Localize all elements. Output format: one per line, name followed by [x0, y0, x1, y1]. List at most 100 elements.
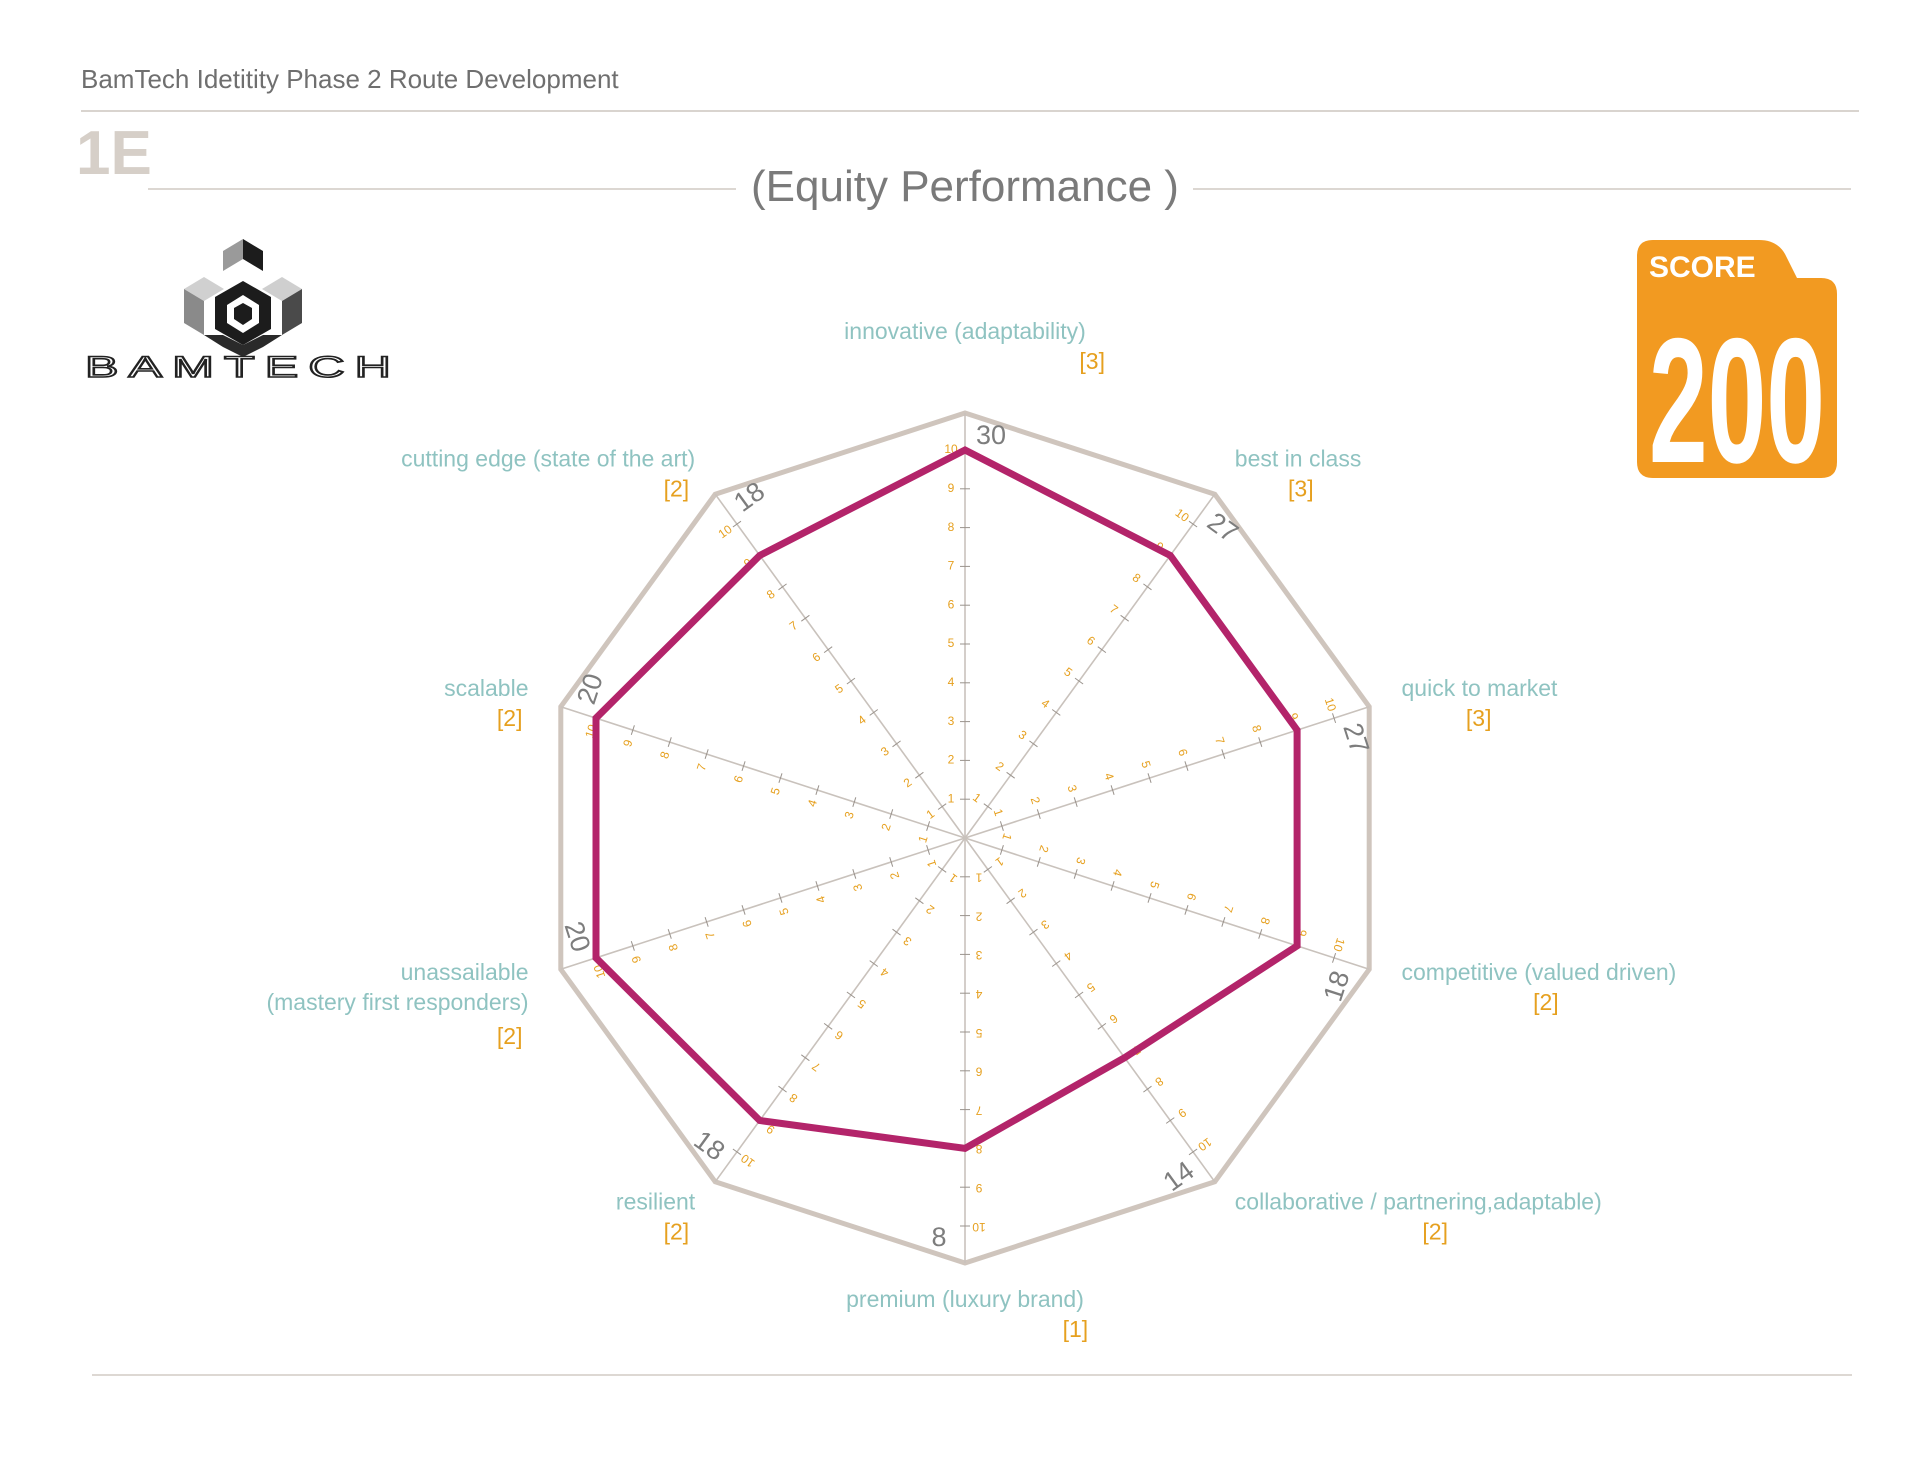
radar-axis-total: 27 — [1202, 506, 1244, 548]
radar-tick-mark — [1074, 677, 1084, 685]
radar-tick-mark — [1184, 905, 1189, 915]
radar-data-point — [1294, 727, 1301, 734]
radar-tick-mark — [1258, 737, 1263, 747]
radar-tick-label: 1 — [970, 790, 984, 805]
radar-tick-mark — [704, 749, 709, 759]
radar-tick-label: 8 — [1130, 570, 1144, 585]
radar-tick-mark — [815, 785, 820, 795]
radar-tick-mark — [1221, 749, 1226, 759]
radar-axis-weight: [2] — [664, 476, 690, 502]
radar-tick-mark — [999, 821, 1004, 831]
radar-spoke — [964, 705, 1370, 839]
radar-axis-total: 20 — [558, 918, 596, 956]
radar-tick-label: 10 — [972, 1220, 986, 1234]
radar-data-point — [756, 552, 763, 559]
radar-data-point — [593, 954, 599, 961]
radar-tick-mark — [1036, 857, 1041, 867]
radar-tick-mark — [869, 709, 879, 716]
radar-tick-label: 4 — [855, 712, 869, 727]
radar-tick-mark — [1332, 952, 1337, 963]
radar-tick-mark — [1006, 771, 1015, 779]
radar-tick-label: 7 — [975, 1103, 982, 1117]
radar-tick-label: 3 — [1038, 917, 1052, 932]
radar-axis-weight: [2] — [1533, 989, 1559, 1015]
radar-data-point — [756, 1117, 763, 1124]
radar-tick-mark — [892, 928, 901, 936]
radar-tick-label: 8 — [657, 750, 672, 761]
radar-tick-mark — [630, 941, 635, 951]
radar-tick-label: 3 — [948, 714, 955, 728]
radar-tick-label: 4 — [1061, 948, 1075, 963]
radar-tick-mark — [1110, 881, 1115, 891]
radar-axis-total: 8 — [931, 1222, 946, 1252]
radar-tick-mark — [999, 845, 1004, 855]
radar-tick-label: 5 — [768, 786, 783, 797]
radar-tick-label: 2 — [878, 821, 893, 832]
radar-tick-mark — [892, 740, 901, 748]
radar-tick-label: 1 — [993, 854, 1007, 869]
radar-tick-label: 5 — [855, 996, 869, 1011]
radar-tick-label: 2 — [948, 753, 955, 767]
radar-axis-weight: [2] — [497, 1023, 523, 1049]
radar-tick-label: 1 — [946, 870, 960, 885]
radar-tick-label: 4 — [805, 798, 820, 809]
radar-axes — [560, 413, 1370, 1263]
radar-tick-mark — [1147, 773, 1152, 783]
radar-tick-mark — [1120, 614, 1129, 622]
radar-spoke — [964, 493, 1216, 839]
radar-data-point — [962, 1145, 968, 1152]
radar-tick-label: 3 — [1016, 727, 1030, 742]
bamtech-logo: BAMTECH — [85, 239, 396, 385]
radar-tick-label: 9 — [975, 1181, 982, 1195]
radar-tick-mark — [1051, 960, 1061, 967]
radar-axis-weight: [3] — [1288, 476, 1314, 502]
radar-tick-label: 1 — [948, 791, 955, 805]
radar-tick-label: 5 — [1061, 665, 1075, 680]
radar-tick-mark — [1051, 709, 1061, 716]
radar-tick-label: 6 — [832, 1027, 846, 1042]
radar-tick-mark — [1073, 869, 1078, 879]
radar-tick-mark — [1188, 1148, 1198, 1156]
radar-tick-label: 6 — [739, 918, 754, 929]
radar-tick-label: 7 — [1107, 602, 1121, 617]
radar-tick-label: 3 — [850, 882, 865, 893]
radar-profile — [592, 446, 1301, 1153]
radar-tick-label: 8 — [975, 1142, 982, 1156]
radar-tick-mark — [846, 991, 856, 999]
radar-tick-label: 2 — [1036, 844, 1051, 855]
radar-tick-label: 2 — [975, 909, 982, 923]
radar-tick-label: 3 — [878, 744, 892, 759]
radar-tick-label: 6 — [1107, 1011, 1121, 1026]
radar-spoke — [714, 837, 966, 1183]
title-divider-left — [148, 188, 736, 190]
radar-tick-label: 1 — [924, 858, 939, 869]
radar-axis-total: 30 — [976, 420, 1006, 450]
radar-tick-label: 9 — [948, 481, 955, 495]
radar-spoke — [560, 705, 966, 839]
radar-tick-label: 2 — [887, 870, 902, 881]
radar-tick-label: 7 — [1221, 904, 1236, 915]
radar-tick-label: 3 — [1073, 856, 1088, 867]
score-badge: SCORE 200 — [1637, 240, 1837, 480]
radar-tick-label: 9 — [1175, 1105, 1189, 1120]
radar-tick-mark — [778, 583, 787, 591]
radar-tick-mark — [667, 929, 672, 939]
radar-tick-mark — [852, 869, 857, 879]
radar-axis-label: quick to market — [1402, 675, 1559, 701]
radar-tick-mark — [778, 773, 783, 783]
radar-tick-mark — [1029, 928, 1038, 936]
radar-tick-mark — [1258, 929, 1263, 939]
radar-spoke — [560, 837, 966, 971]
radar-tick-label: 10 — [1195, 1135, 1214, 1154]
radar-tick-label: 7 — [702, 930, 717, 941]
radar-axis-label: scalable — [444, 675, 528, 701]
radar-tick-label: 7 — [809, 1059, 823, 1074]
radar-tick-mark — [915, 897, 924, 905]
radar-tick-label: 2 — [901, 775, 915, 790]
radar-axis-total: 20 — [571, 670, 609, 708]
radar-tick-label: 8 — [764, 587, 778, 602]
radar-axis-weight: [3] — [1079, 348, 1105, 374]
radar-tick-mark — [667, 737, 672, 747]
radar-tick-label: 1 — [915, 833, 930, 844]
radar-tick-mark — [1006, 897, 1015, 905]
